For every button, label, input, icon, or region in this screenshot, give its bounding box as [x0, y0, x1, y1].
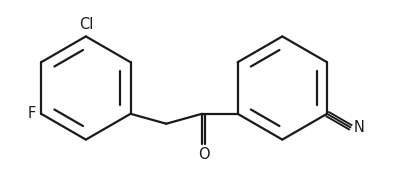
Text: N: N: [354, 120, 365, 135]
Text: F: F: [28, 106, 36, 121]
Text: O: O: [198, 146, 210, 162]
Text: Cl: Cl: [79, 17, 93, 32]
